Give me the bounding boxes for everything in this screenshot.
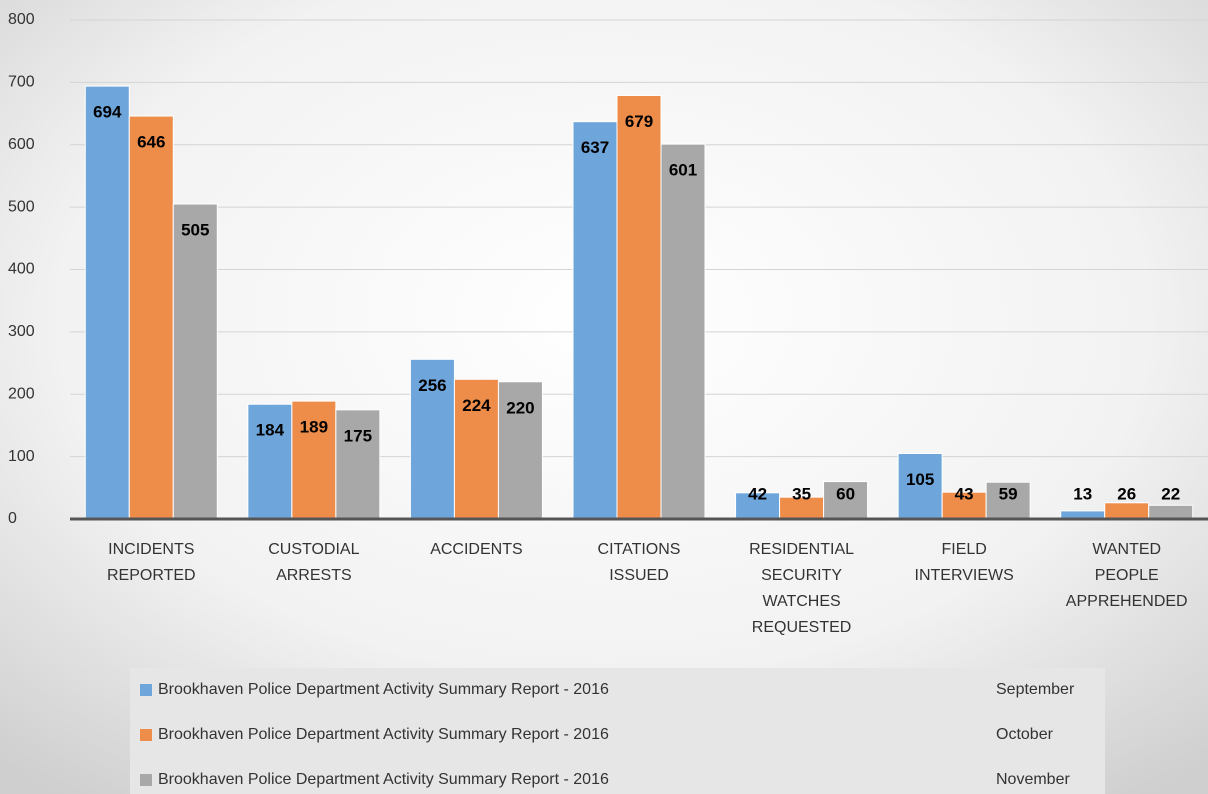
x-tick-label: FIELD INTERVIEWS — [915, 541, 1014, 584]
y-tick-label: 100 — [8, 448, 35, 465]
data-label: 601 — [669, 161, 697, 180]
bar — [128, 115, 174, 520]
legend-label: Brookhaven Police Department Activity Su… — [158, 681, 609, 698]
y-tick-label: 200 — [8, 385, 35, 402]
legend-month: September — [996, 681, 1075, 698]
x-tick-label: ACCIDENTS — [430, 541, 522, 558]
x-tick-label: INCIDENTS REPORTED — [107, 541, 196, 584]
data-label: 637 — [581, 138, 609, 157]
data-label: 220 — [506, 398, 534, 417]
data-label: 35 — [792, 484, 811, 503]
y-tick-label: 300 — [8, 323, 35, 340]
x-tick-label: CITATIONS ISSUED — [598, 541, 681, 584]
y-tick-label: 500 — [8, 198, 35, 215]
bar — [941, 491, 987, 520]
bar — [1104, 502, 1150, 520]
legend-swatch — [140, 729, 152, 741]
x-tick-label: RESIDENTIAL SECURITY WATCHES REQUESTED — [749, 541, 854, 636]
data-label: 189 — [300, 418, 328, 437]
data-label: 105 — [906, 470, 934, 489]
y-tick-label: 400 — [8, 261, 35, 278]
legend-month: October — [996, 726, 1054, 743]
data-label: 256 — [418, 376, 446, 395]
y-tick-label: 700 — [8, 74, 35, 91]
data-label: 646 — [137, 133, 165, 152]
data-label: 22 — [1161, 484, 1180, 503]
bar — [84, 85, 130, 520]
y-tick-label: 800 — [8, 11, 35, 28]
data-label: 42 — [748, 484, 767, 503]
bar — [572, 121, 618, 520]
bar — [823, 481, 869, 520]
bar — [247, 403, 293, 520]
data-label: 43 — [955, 484, 974, 503]
data-label: 59 — [999, 484, 1018, 503]
bar — [453, 378, 499, 520]
data-label: 694 — [93, 103, 122, 122]
bar — [985, 481, 1031, 520]
x-tick-label: WANTED PEOPLE APPREHENDED — [1066, 541, 1188, 610]
data-label: 224 — [462, 396, 491, 415]
data-label: 184 — [256, 421, 285, 440]
bar — [660, 143, 706, 520]
legend-month: November — [996, 771, 1070, 788]
data-label: 60 — [836, 484, 855, 503]
data-label: 679 — [625, 112, 653, 131]
legend-label: Brookhaven Police Department Activity Su… — [158, 726, 609, 743]
y-tick-label: 600 — [8, 136, 35, 153]
data-label: 26 — [1117, 484, 1136, 503]
bar — [616, 94, 662, 520]
bar — [335, 409, 381, 520]
data-label: 505 — [181, 220, 209, 239]
data-label: 175 — [344, 426, 372, 445]
bar — [172, 203, 218, 520]
legend-box — [130, 668, 1105, 794]
legend-swatch — [140, 684, 152, 696]
legend-label: Brookhaven Police Department Activity Su… — [158, 771, 609, 788]
y-tick-label: 0 — [8, 510, 17, 527]
bar — [497, 381, 543, 520]
bar — [1148, 504, 1194, 520]
data-label: 13 — [1073, 484, 1092, 503]
x-tick-label: CUSTODIAL ARRESTS — [268, 541, 359, 584]
legend-swatch — [140, 774, 152, 786]
